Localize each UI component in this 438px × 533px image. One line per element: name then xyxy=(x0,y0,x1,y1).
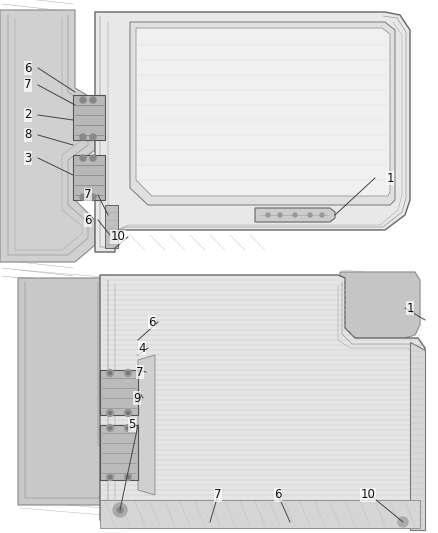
Polygon shape xyxy=(100,370,138,415)
Circle shape xyxy=(106,409,113,416)
Polygon shape xyxy=(410,342,425,530)
Circle shape xyxy=(113,503,127,517)
Text: 7: 7 xyxy=(136,366,144,378)
Circle shape xyxy=(109,426,112,430)
Circle shape xyxy=(90,155,96,161)
Polygon shape xyxy=(255,208,335,222)
Polygon shape xyxy=(0,10,95,262)
Circle shape xyxy=(109,411,112,415)
Text: 3: 3 xyxy=(25,151,32,165)
Circle shape xyxy=(109,475,112,479)
Text: 6: 6 xyxy=(84,214,92,227)
Polygon shape xyxy=(100,275,425,528)
Text: 7: 7 xyxy=(84,189,92,201)
Polygon shape xyxy=(95,12,410,252)
Polygon shape xyxy=(100,425,138,480)
Text: 6: 6 xyxy=(24,61,32,75)
Text: 1: 1 xyxy=(386,172,394,184)
Text: 10: 10 xyxy=(360,489,375,502)
Circle shape xyxy=(127,411,130,415)
Polygon shape xyxy=(138,355,155,495)
Text: 5: 5 xyxy=(128,418,136,432)
Text: 7: 7 xyxy=(24,78,32,92)
Circle shape xyxy=(124,369,131,376)
Polygon shape xyxy=(130,22,395,205)
Text: 4: 4 xyxy=(138,342,146,354)
Circle shape xyxy=(80,134,86,140)
Circle shape xyxy=(124,409,131,416)
Polygon shape xyxy=(105,205,118,248)
Circle shape xyxy=(320,213,324,217)
Circle shape xyxy=(124,424,131,432)
Polygon shape xyxy=(340,272,420,345)
Text: 9: 9 xyxy=(133,392,141,405)
Circle shape xyxy=(293,213,297,217)
Circle shape xyxy=(308,213,312,217)
Text: 8: 8 xyxy=(25,128,32,141)
Text: 6: 6 xyxy=(148,316,156,328)
Circle shape xyxy=(127,426,130,430)
Polygon shape xyxy=(18,278,125,505)
Text: 7: 7 xyxy=(214,489,222,502)
Text: 10: 10 xyxy=(110,230,125,244)
Circle shape xyxy=(106,424,113,432)
Circle shape xyxy=(90,194,96,200)
Circle shape xyxy=(106,369,113,376)
Polygon shape xyxy=(73,95,105,140)
Circle shape xyxy=(127,475,130,479)
Circle shape xyxy=(124,473,131,481)
Text: 1: 1 xyxy=(406,302,414,314)
Circle shape xyxy=(80,194,86,200)
Circle shape xyxy=(90,134,96,140)
Circle shape xyxy=(106,473,113,481)
Circle shape xyxy=(127,372,130,375)
Circle shape xyxy=(80,97,86,103)
Text: 6: 6 xyxy=(274,489,282,502)
Circle shape xyxy=(398,517,408,527)
Circle shape xyxy=(109,372,112,375)
Circle shape xyxy=(90,97,96,103)
Circle shape xyxy=(278,213,282,217)
Circle shape xyxy=(80,155,86,161)
Circle shape xyxy=(117,507,123,513)
Polygon shape xyxy=(100,500,420,528)
Circle shape xyxy=(266,213,270,217)
Text: 2: 2 xyxy=(24,109,32,122)
Polygon shape xyxy=(73,155,105,200)
Polygon shape xyxy=(136,28,390,196)
